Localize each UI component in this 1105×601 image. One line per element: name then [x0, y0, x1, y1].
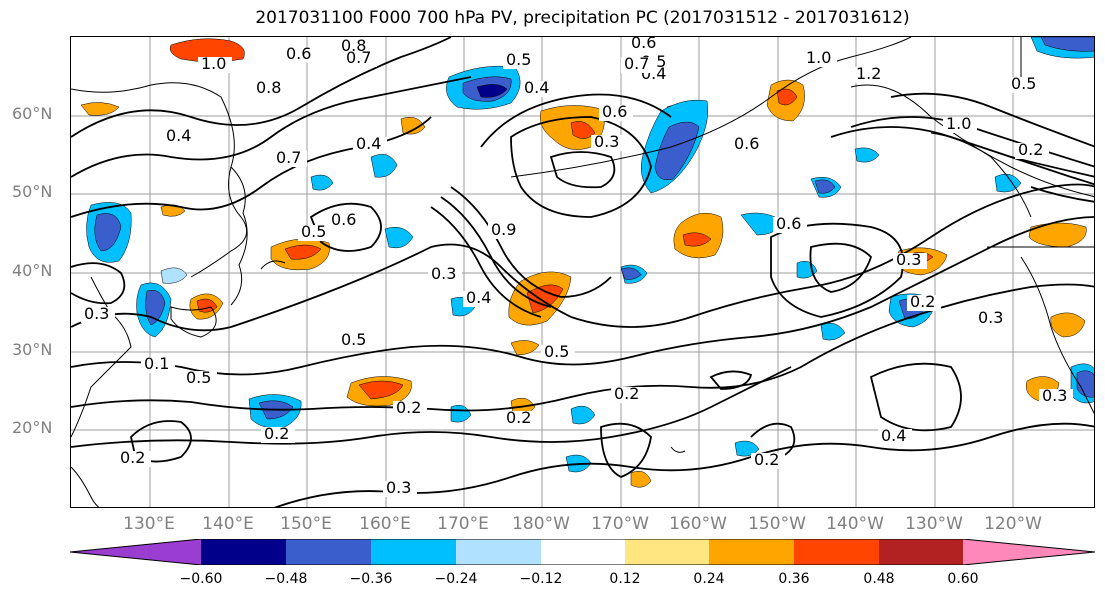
contour-label: 0.5 — [1011, 74, 1036, 93]
contour-label: 0.6 — [286, 44, 311, 63]
contour-label: 0.3 — [1042, 386, 1067, 405]
contour-label: 0.4 — [356, 134, 381, 153]
colorbar-tick-label: 0.24 — [693, 571, 725, 587]
contour-label: 1.0 — [201, 54, 226, 73]
contour-label: 0.4 — [524, 78, 549, 97]
lon-label-120w: 120°W — [984, 514, 1042, 534]
colorbar-tick-label: 0.60 — [947, 571, 979, 587]
contour-label: 0.6 — [631, 37, 656, 52]
lon-label-150w: 150°W — [748, 514, 806, 534]
contour-label: 0.3 — [386, 478, 411, 497]
contour-label: 0.5 — [506, 50, 531, 69]
map-canvas: 0.8 0.6 0.7 0.5 0.6 0.5 0.4 1.0 1.2 0.8 … — [71, 37, 1094, 507]
precip-negative-shading — [86, 37, 1094, 473]
contour-label: 0.4 — [166, 126, 191, 145]
lat-label-20n: 20°N — [12, 418, 53, 437]
contour-label: 0.2 — [264, 424, 289, 443]
contour-label: 0.6 — [776, 214, 801, 233]
contour-label: 0.2 — [614, 384, 639, 403]
colorbar-segment — [709, 539, 794, 565]
lon-label-170e: 170°E — [437, 514, 489, 534]
contour-label: 0.5 — [341, 330, 366, 349]
contour-label: 0.1 — [144, 354, 169, 373]
contour-label: 0.2 — [754, 450, 779, 469]
colorbar — [70, 539, 1095, 565]
contour-label: 0.3 — [594, 132, 619, 151]
colorbar-tick-label: −0.60 — [179, 571, 223, 587]
contour-label: 1.0 — [806, 48, 831, 67]
contour-label: 0.2 — [1018, 140, 1043, 159]
contour-label: 1.2 — [856, 64, 881, 83]
colorbar-segment — [541, 539, 625, 565]
contour-label: 0.2 — [910, 292, 935, 311]
contour-label: 0.4 — [466, 288, 491, 307]
lon-label-150e: 150°E — [280, 514, 332, 534]
colorbar-tick-label: 0.12 — [609, 571, 641, 587]
lon-label-140w: 140°W — [826, 514, 884, 534]
lon-label-160e: 160°E — [359, 514, 411, 534]
contour-label: 0.7 — [276, 148, 301, 167]
contour-label: 0.6 — [734, 134, 759, 153]
contour-label: 0.3 — [896, 250, 921, 269]
contour-label: 0.8 — [341, 37, 366, 55]
contour-label: 0.2 — [506, 408, 531, 427]
lat-label-50n: 50°N — [12, 182, 53, 201]
colorbar-tick-label: −0.12 — [519, 571, 563, 587]
contour-label: 0.6 — [331, 210, 356, 229]
contour-label: 0.7 — [346, 48, 371, 67]
colorbar-tick-label: −0.24 — [434, 571, 478, 587]
contour-label: 0.9 — [491, 220, 516, 239]
lon-label-130e: 130°E — [123, 514, 175, 534]
colorbar-segment — [456, 539, 541, 565]
contour-label: 0.3 — [978, 308, 1003, 327]
colorbar-tick-label: −0.48 — [264, 571, 308, 587]
lon-label-160w: 160°W — [669, 514, 727, 534]
contour-label: 0.2 — [396, 398, 421, 417]
contour-label: 1.0 — [946, 114, 971, 133]
colorbar-tick-label: −0.36 — [349, 571, 393, 587]
lon-label-140e: 140°E — [202, 514, 254, 534]
colorbar-segment — [794, 539, 879, 565]
colorbar-segment — [70, 539, 201, 565]
contour-label: 0.8 — [256, 78, 281, 97]
contour-label: 0.5 — [301, 222, 326, 241]
lat-label-40n: 40°N — [12, 261, 53, 280]
map-panel: 0.8 0.6 0.7 0.5 0.6 0.5 0.4 1.0 1.2 0.8 … — [70, 36, 1095, 508]
contour-labels: 0.8 0.6 0.7 0.5 0.6 0.5 0.4 1.0 1.2 0.8 … — [81, 37, 1073, 497]
contour-label: 0.3 — [431, 264, 456, 283]
contour-label: 0.7 — [624, 54, 649, 73]
colorbar-segment — [625, 539, 709, 565]
colorbar-tick-label: 0.36 — [778, 571, 810, 587]
lat-label-60n: 60°N — [12, 104, 53, 123]
colorbar-segment — [286, 539, 371, 565]
lat-label-30n: 30°N — [12, 340, 53, 359]
colorbar-tick-label: 0.48 — [863, 571, 895, 587]
colorbar-segment — [201, 539, 286, 565]
colorbar-segment — [371, 539, 456, 565]
contour-label: 0.6 — [602, 102, 627, 121]
contour-label: 0.2 — [120, 448, 145, 467]
lon-label-170w: 170°W — [591, 514, 649, 534]
colorbar-segment — [879, 539, 963, 565]
contour-label: 0.3 — [84, 304, 109, 323]
contour-label: 0.5 — [186, 368, 211, 387]
contour-label: 0.5 — [544, 342, 569, 361]
plot-title: 2017031100 F000 700 hPa PV, precipitatio… — [255, 8, 910, 28]
colorbar-segment — [963, 539, 1095, 565]
lon-label-180w: 180°W — [512, 514, 570, 534]
contour-label: 0.4 — [881, 426, 906, 445]
lon-label-130w: 130°W — [905, 514, 963, 534]
